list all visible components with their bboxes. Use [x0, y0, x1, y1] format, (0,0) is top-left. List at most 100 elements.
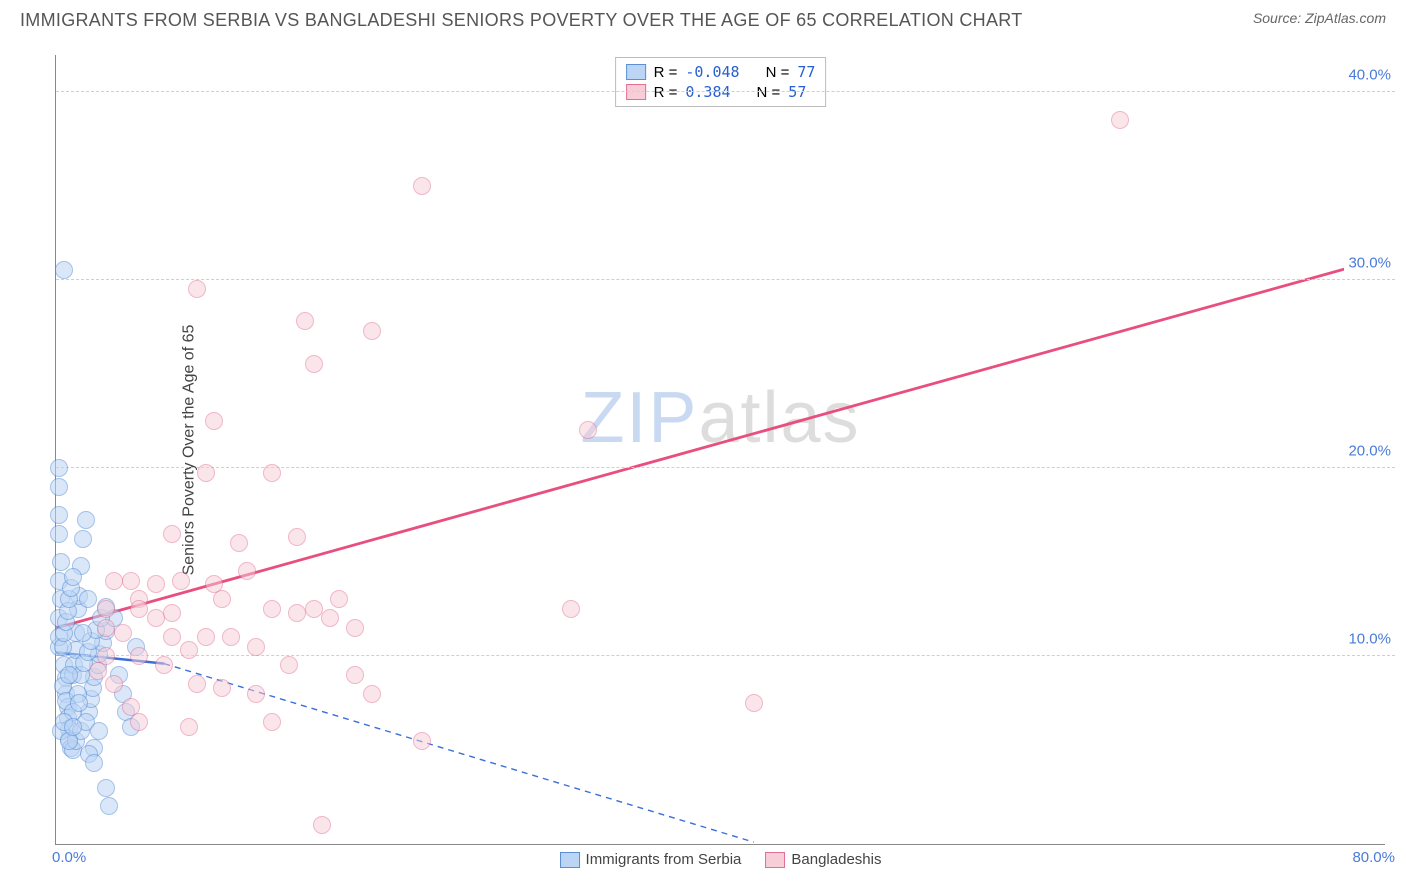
y-tick-label: 10.0%: [1344, 630, 1395, 647]
data-point: [74, 530, 92, 548]
data-point: [247, 638, 265, 656]
data-point: [247, 685, 265, 703]
source-name: ZipAtlas.com: [1305, 10, 1386, 26]
gridline: [56, 279, 1395, 280]
data-point: [296, 312, 314, 330]
chart-plot-area: Seniors Poverty Over the Age of 65 ZIPat…: [55, 55, 1385, 845]
data-point: [413, 177, 431, 195]
x-tick-right: 80.0%: [1352, 849, 1395, 866]
data-point: [50, 525, 68, 543]
legend-swatch: [765, 852, 785, 868]
data-point: [305, 355, 323, 373]
data-point: [172, 572, 190, 590]
data-point: [197, 628, 215, 646]
source-prefix: Source:: [1253, 10, 1305, 26]
correlation-legend: R = -0.048 N = 77 R = 0.384 N = 57: [615, 57, 827, 107]
data-point: [280, 656, 298, 674]
data-point: [188, 280, 206, 298]
data-point: [100, 797, 118, 815]
legend-n-label: N =: [757, 84, 781, 101]
series-legend-item: Immigrants from Serbia: [560, 851, 742, 868]
data-point: [97, 779, 115, 797]
data-point: [363, 685, 381, 703]
data-point: [180, 641, 198, 659]
data-point: [562, 600, 580, 618]
data-point: [213, 590, 231, 608]
data-point: [745, 694, 763, 712]
data-point: [50, 506, 68, 524]
data-point: [147, 575, 165, 593]
data-point: [305, 600, 323, 618]
legend-row: R = -0.048 N = 77: [626, 62, 816, 82]
legend-row: R = 0.384 N = 57: [626, 82, 816, 102]
legend-r-value: 0.384: [685, 83, 730, 101]
legend-r-label: R =: [654, 64, 678, 81]
regression-lines-layer: [56, 55, 1385, 844]
data-point: [263, 464, 281, 482]
data-point: [238, 562, 256, 580]
data-point: [288, 604, 306, 622]
data-point: [130, 600, 148, 618]
legend-n-label: N =: [766, 64, 790, 81]
data-point: [321, 609, 339, 627]
y-tick-label: 40.0%: [1344, 66, 1395, 83]
legend-swatch: [626, 84, 646, 100]
data-point: [130, 647, 148, 665]
data-point: [288, 528, 306, 546]
chart-title: IMMIGRANTS FROM SERBIA VS BANGLADESHI SE…: [20, 10, 1023, 31]
data-point: [188, 675, 206, 693]
data-point: [105, 675, 123, 693]
data-point: [147, 609, 165, 627]
series-legend: Immigrants from Serbia Bangladeshis: [560, 851, 882, 868]
y-tick-label: 30.0%: [1344, 254, 1395, 271]
gridline: [56, 91, 1395, 92]
legend-n-value: 57: [788, 83, 806, 101]
series-legend-label: Immigrants from Serbia: [586, 851, 742, 868]
data-point: [105, 572, 123, 590]
legend-n-value: 77: [797, 63, 815, 81]
watermark: ZIPatlas: [580, 377, 860, 459]
data-point: [50, 459, 68, 477]
data-point: [70, 694, 88, 712]
data-point: [1111, 111, 1129, 129]
data-point: [122, 572, 140, 590]
data-point: [346, 619, 364, 637]
x-tick-left: 0.0%: [52, 849, 86, 866]
data-point: [130, 713, 148, 731]
data-point: [213, 679, 231, 697]
data-point: [97, 619, 115, 637]
source-attribution: Source: ZipAtlas.com: [1253, 10, 1386, 28]
legend-r-value: -0.048: [685, 63, 739, 81]
legend-r-label: R =: [654, 84, 678, 101]
y-tick-label: 20.0%: [1344, 442, 1395, 459]
data-point: [313, 816, 331, 834]
data-point: [89, 662, 107, 680]
data-point: [263, 600, 281, 618]
data-point: [74, 624, 92, 642]
data-point: [79, 590, 97, 608]
gridline: [56, 467, 1395, 468]
data-point: [85, 754, 103, 772]
data-point: [330, 590, 348, 608]
watermark-atlas: atlas: [698, 378, 860, 458]
data-point: [180, 718, 198, 736]
legend-swatch: [626, 64, 646, 80]
data-point: [64, 718, 82, 736]
y-axis-label: Seniors Poverty Over the Age of 65: [180, 324, 198, 575]
series-legend-label: Bangladeshis: [791, 851, 881, 868]
data-point: [60, 666, 78, 684]
data-point: [230, 534, 248, 552]
data-point: [163, 525, 181, 543]
data-point: [263, 713, 281, 731]
data-point: [77, 511, 95, 529]
data-point: [222, 628, 240, 646]
data-point: [579, 421, 597, 439]
data-point: [55, 261, 73, 279]
data-point: [155, 656, 173, 674]
data-point: [413, 732, 431, 750]
data-point: [163, 604, 181, 622]
series-legend-item: Bangladeshis: [765, 851, 881, 868]
data-point: [64, 568, 82, 586]
data-point: [114, 624, 132, 642]
data-point: [197, 464, 215, 482]
